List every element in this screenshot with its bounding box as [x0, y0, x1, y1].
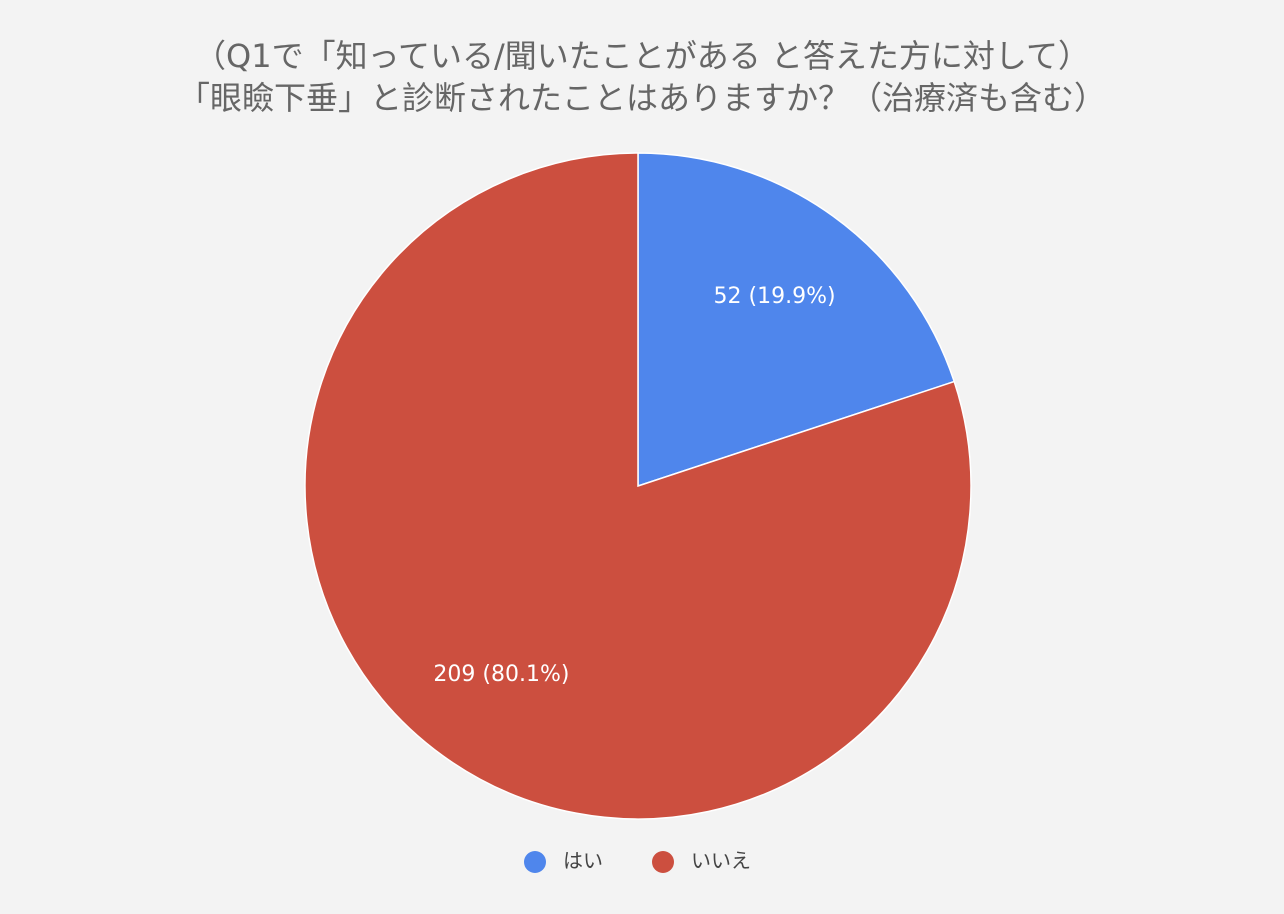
- chart-title: 「眼瞼下垂」と診断されたことはありますか？（治療済も含む）: [178, 79, 1106, 117]
- chart-title: （Q1で「知っている/聞いたことがある と答えた方に対して）: [194, 37, 1090, 75]
- data-label: 209 (80.1%): [433, 662, 569, 687]
- legend-label: はい: [563, 849, 603, 873]
- legend-swatch: [652, 851, 674, 873]
- legend-swatch: [524, 851, 546, 873]
- data-label: 52 (19.9%): [714, 284, 836, 309]
- pie-slice: [637, 152, 956, 488]
- pie-slice: [304, 152, 972, 820]
- legend-label: いいえ: [691, 849, 751, 873]
